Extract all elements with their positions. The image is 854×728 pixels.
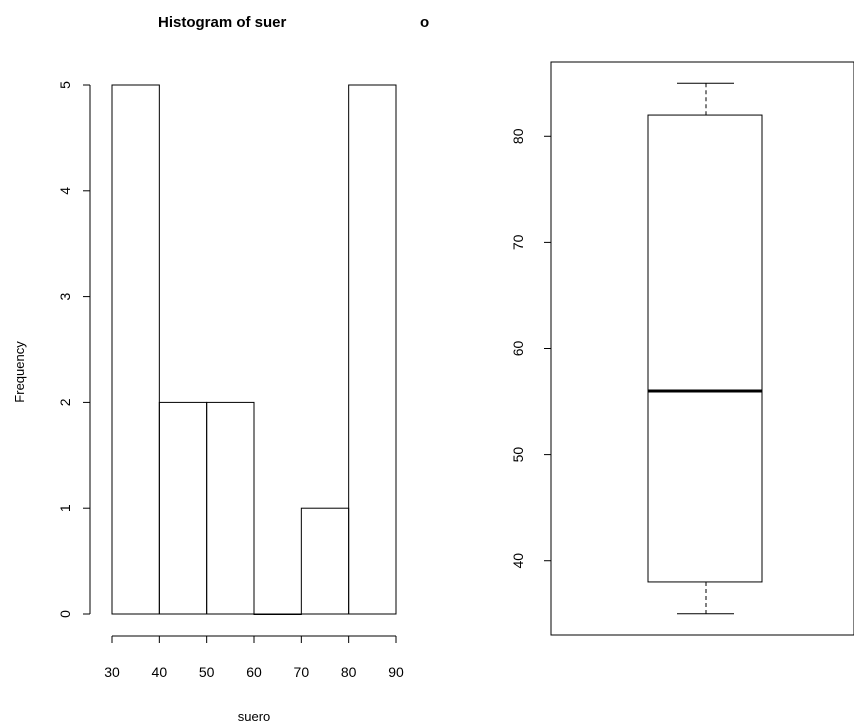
histogram-x-tick-label: 40 bbox=[152, 664, 168, 680]
histogram-y-tick-label: 5 bbox=[57, 81, 73, 89]
histogram-bar-70-80 bbox=[300, 507, 350, 615]
boxplot-y-tick-label: 50 bbox=[510, 447, 526, 463]
histogram-bar-50-60 bbox=[206, 401, 255, 615]
histogram-x-tick-label: 30 bbox=[104, 664, 120, 680]
histogram-x-axis: 30 40 50 60 70 80 90 bbox=[104, 635, 404, 680]
boxplot-y-tick-label: 60 bbox=[510, 341, 526, 357]
histogram-y-tick-label: 0 bbox=[57, 610, 73, 618]
histogram-x-tick-label: 70 bbox=[294, 664, 310, 680]
boxplot-frame bbox=[550, 61, 854, 636]
boxplot-y-tick-label: 70 bbox=[510, 234, 526, 250]
histogram-title-part1: Histogram of suer bbox=[158, 14, 287, 31]
histogram-x-tick-label: 80 bbox=[341, 664, 357, 680]
histogram-x-tick-label: 50 bbox=[199, 664, 215, 680]
boxplot-y-tick-label: 80 bbox=[510, 128, 526, 144]
histogram-x-tick-label: 90 bbox=[388, 664, 404, 680]
histogram-bar-80-90 bbox=[348, 84, 397, 615]
boxplot-y-axis: 40 50 60 70 80 bbox=[510, 128, 551, 569]
histogram-y-tick-label: 2 bbox=[57, 398, 73, 406]
histogram-bar-40-50 bbox=[158, 401, 208, 615]
boxplot-panel: 40 50 60 70 80 bbox=[510, 61, 854, 636]
boxplot-box bbox=[647, 114, 763, 583]
histogram-bar-30-40 bbox=[111, 84, 160, 615]
histogram-y-tick-label: 4 bbox=[57, 187, 73, 195]
histogram-panel: Histogram of suer o 30 40 50 60 70 80 90 0 1 2 3 4… bbox=[12, 14, 429, 724]
histogram-bars bbox=[111, 84, 397, 615]
histogram-x-tick-label: 60 bbox=[246, 664, 262, 680]
histogram-y-tick-label: 1 bbox=[57, 504, 73, 512]
histogram-x-label: suero bbox=[238, 709, 271, 724]
boxplot-shape bbox=[647, 82, 763, 615]
histogram-y-tick-label: 3 bbox=[57, 292, 73, 300]
histogram-y-label: Frequency bbox=[12, 341, 27, 403]
boxplot-y-tick-label: 40 bbox=[510, 553, 526, 569]
histogram-bar-60-70 bbox=[253, 613, 302, 615]
histogram-y-axis: 0 1 2 3 4 5 bbox=[57, 81, 91, 618]
histogram-title-part2: o bbox=[420, 14, 429, 31]
